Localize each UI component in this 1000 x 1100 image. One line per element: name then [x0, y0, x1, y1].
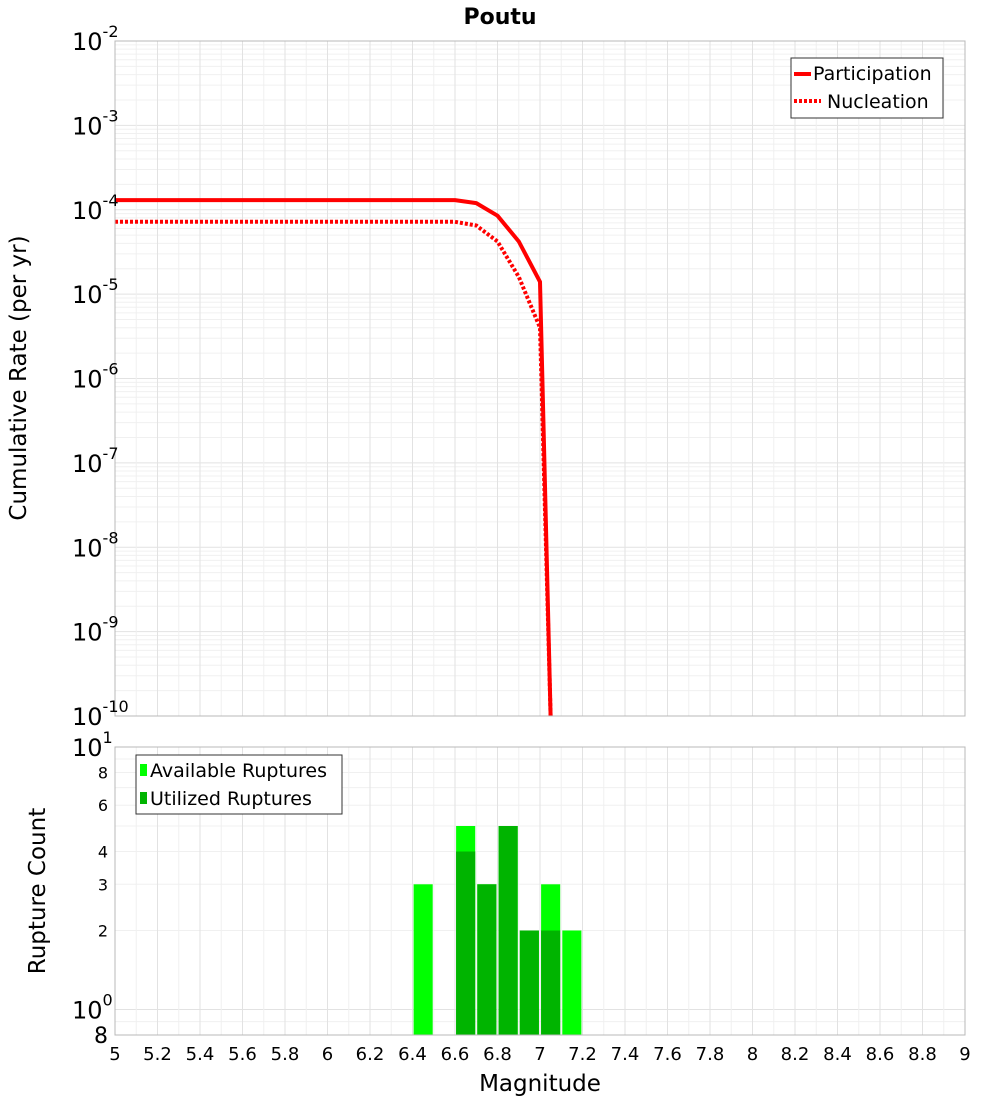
count-y-tick-label: 6 [98, 796, 108, 815]
rate-y-tick-label: 10-6 [72, 360, 119, 394]
legend-utilized-swatch [140, 792, 147, 804]
count-y-tick-label: 2 [98, 922, 108, 941]
legend-participation-label: Participation [813, 63, 932, 85]
x-tick-label: 5.4 [186, 1044, 215, 1065]
count-y-tick-label: 8 [98, 763, 108, 782]
count-y-tick-label: 8 [94, 1024, 108, 1049]
x-tick-label: 5.8 [271, 1044, 300, 1065]
bar-available [562, 930, 582, 1035]
series-line-participation [115, 198, 553, 717]
chart-title: Poutu [463, 5, 536, 30]
rupture-count-y-axis-label: Rupture Count [25, 808, 51, 974]
rate-plot-legend: Participation Nucleation [790, 57, 944, 119]
rate-y-tick-label: 10-7 [72, 444, 119, 478]
x-tick-label: 8.4 [823, 1044, 852, 1065]
x-tick-label: 5.2 [143, 1044, 172, 1065]
x-tick-label: 6.4 [398, 1044, 427, 1065]
x-tick-label: 7.4 [611, 1044, 640, 1065]
rate-y-tick-label: 10-10 [72, 697, 129, 731]
legend-available-swatch [140, 764, 147, 776]
rate-plot-y-axis-label: Cumulative Rate (per yr) [6, 235, 32, 520]
x-tick-label: 6.2 [356, 1044, 385, 1065]
x-tick-label: 5 [109, 1044, 120, 1065]
x-tick-label: 8 [747, 1044, 758, 1065]
x-axis-label: Magnitude [479, 1071, 601, 1097]
rate-y-tick-label: 10-2 [72, 22, 119, 56]
x-tick-label: 8.2 [781, 1044, 810, 1065]
x-tick-label: 5.6 [228, 1044, 257, 1065]
rupture-count-bars [413, 826, 582, 1035]
legend-available-label: Available Ruptures [150, 760, 327, 782]
legend-utilized-label: Utilized Ruptures [150, 788, 312, 810]
rate-plot: 10-10 10-9 10-8 10-7 10-6 10-5 10-4 10-3 10-2 Cu… [6, 22, 966, 731]
bar-available [413, 884, 433, 1035]
x-tick-label: 7.8 [696, 1044, 725, 1065]
bar-utilized [498, 826, 518, 1035]
rate-y-tick-label: 10-5 [72, 275, 119, 309]
bar-utilized [456, 851, 476, 1035]
x-tick-label: 7.2 [568, 1044, 597, 1065]
rate-plot-frame [114, 40, 966, 717]
x-tick-label: 7 [534, 1044, 545, 1065]
x-tick-label: 9 [959, 1044, 970, 1065]
x-tick-label: 8.8 [908, 1044, 937, 1065]
x-tick-label: 8.6 [866, 1044, 895, 1065]
rate-plot-grid [114, 40, 966, 717]
count-y-tick-label: 3 [98, 875, 108, 894]
rate-y-tick-label: 10-9 [72, 613, 119, 647]
rate-y-tick-label: 10-3 [72, 106, 119, 140]
rupture-count-frame [114, 746, 966, 1036]
rate-plot-y-ticks: 10-10 10-9 10-8 10-7 10-6 10-5 10-4 10-3 10-2 [72, 22, 129, 731]
x-tick-label: 6.6 [441, 1044, 470, 1065]
bar-utilized [541, 930, 561, 1035]
magnitude-x-ticks: 5 5.2 5.4 5.6 5.8 6 6.2 6.4 6.6 6.8 7 7.2 7.4 7.6 7.8 8… [109, 1044, 970, 1065]
x-tick-label: 6.8 [483, 1044, 512, 1065]
count-y-tick-label: 100 [72, 991, 113, 1025]
rate-plot-legend-box [790, 57, 944, 119]
x-tick-label: 7.6 [653, 1044, 682, 1065]
bar-utilized [519, 930, 539, 1035]
rupture-count-legend: Available Ruptures Utilized Ruptures [135, 754, 343, 815]
legend-nucleation-label: Nucleation [827, 91, 929, 113]
bar-utilized [477, 884, 497, 1035]
x-tick-label: 6 [322, 1044, 333, 1065]
rate-y-tick-label: 10-8 [72, 528, 119, 562]
rate-y-tick-label: 10-4 [72, 191, 119, 225]
rate-plot-series [115, 198, 553, 717]
series-line-nucleation [115, 219, 553, 717]
count-y-tick-label: 101 [72, 728, 113, 762]
count-y-tick-label: 4 [98, 842, 108, 861]
rupture-count-legend-box [135, 754, 343, 815]
